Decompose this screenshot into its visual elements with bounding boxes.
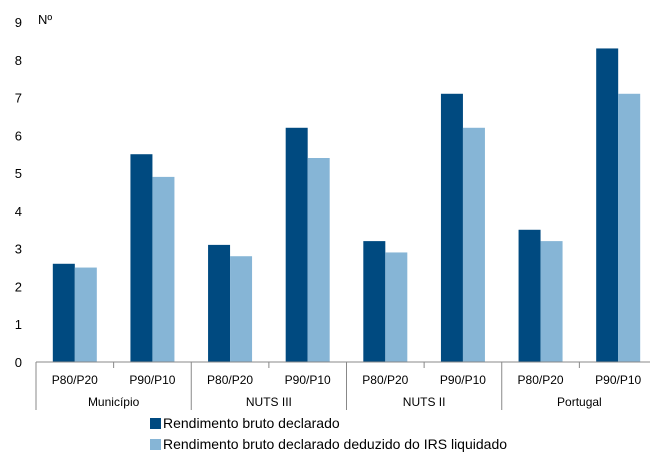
- bars: [52, 48, 641, 363]
- bar-gross-5: [363, 241, 386, 362]
- legend-swatch: [150, 439, 161, 450]
- y-tick-label: 0: [15, 355, 22, 370]
- y-tick-label: 6: [15, 128, 22, 143]
- bar-gross-4: [285, 127, 308, 363]
- x-tick-label: P80/P20: [518, 373, 564, 387]
- y-axis-ticks: 0 1 2 3 4 5 6 7 8 9: [15, 15, 22, 370]
- bar-net-2: [152, 176, 175, 362]
- y-tick-label: 5: [15, 166, 22, 181]
- bar-net-8: [618, 93, 641, 363]
- group-label: Município: [88, 395, 140, 409]
- bar-gross-3: [208, 244, 231, 362]
- y-tick-label: 7: [15, 91, 22, 106]
- axes: [35, 361, 650, 410]
- x-tick-label: P90/P10: [595, 373, 641, 387]
- x-axis-labels: P80/P20 P90/P10 P80/P20 P90/P10 P80/P20 P90/P…: [52, 373, 642, 409]
- x-tick-label: P90/P10: [285, 373, 331, 387]
- legend-label: Rendimento bruto declarado deduzido do I…: [163, 436, 507, 452]
- bar-gross-2: [130, 154, 153, 362]
- bar-gross-1: [52, 263, 75, 362]
- group-label: NUTS III: [246, 395, 292, 409]
- y-tick-label: 9: [15, 15, 22, 30]
- bar-gross-6: [440, 93, 463, 363]
- bar-net-6: [462, 127, 485, 363]
- bar-net-5: [385, 252, 408, 362]
- x-tick-label: P90/P10: [440, 373, 486, 387]
- legend-label: Rendimento bruto declarado: [163, 415, 340, 431]
- bar-net-4: [307, 158, 330, 362]
- bar-net-3: [230, 256, 253, 362]
- y-axis-label: Nº: [38, 12, 52, 27]
- legend-swatch: [150, 418, 161, 429]
- x-tick-label: P80/P20: [362, 373, 408, 387]
- bar-gross-8: [596, 48, 619, 362]
- y-tick-label: 4: [15, 204, 22, 219]
- group-label: Portugal: [557, 395, 602, 409]
- legend: Rendimento bruto declarado Rendimento bru…: [150, 415, 507, 452]
- bar-gross-7: [518, 229, 541, 362]
- bar-net-7: [540, 241, 563, 362]
- y-tick-label: 8: [15, 53, 22, 68]
- y-tick-label: 1: [15, 317, 22, 332]
- y-tick-label: 2: [15, 279, 22, 294]
- y-tick-label: 3: [15, 242, 22, 257]
- bar-net-1: [74, 267, 97, 362]
- x-tick-label: P90/P10: [129, 373, 175, 387]
- x-tick-label: P80/P20: [52, 373, 98, 387]
- x-tick-label: P80/P20: [207, 373, 253, 387]
- group-label: NUTS II: [403, 395, 446, 409]
